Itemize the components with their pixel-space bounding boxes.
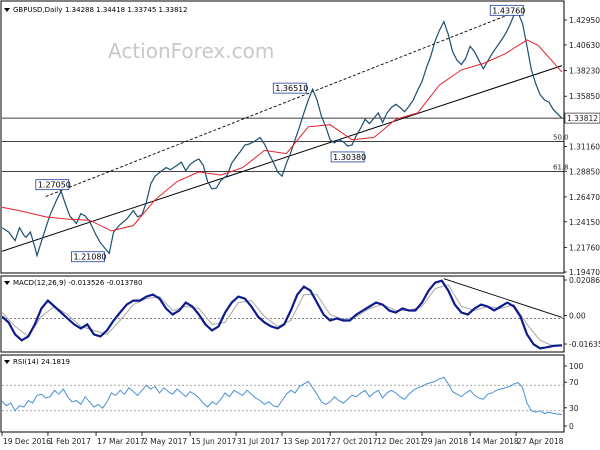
- price-callout-label: 1.27050: [38, 181, 71, 190]
- x-axis-label: 27 Oct 2017: [331, 437, 378, 446]
- price-axis-label: 1.35850: [569, 92, 600, 101]
- price-panel-frame: [0, 0, 565, 274]
- price-callout-box: [71, 251, 105, 263]
- x-axis-label: 29 Jan 2018: [423, 437, 468, 446]
- price-callout-label: 1.43760: [492, 6, 525, 15]
- chart-title: GBPUSD,Daily: [13, 6, 62, 14]
- price-callout-box: [35, 179, 70, 191]
- rsi-label: RSI(14) 24.1819: [13, 358, 70, 366]
- price-callout-label: 1.21080: [73, 253, 106, 262]
- x-axis-label: 14 Mar 2018: [471, 437, 519, 446]
- fib-level-label: 61.8: [553, 163, 569, 171]
- rsi-axis-label: 0: [569, 422, 574, 431]
- price-axis-label: 1.40630: [569, 41, 600, 50]
- chart-header: GBPUSD,Daily 1.34288 1.34418 1.33745 1.3…: [4, 6, 187, 14]
- current-price-marker: [564, 112, 600, 124]
- x-axis-label: 19 Dec 2016: [3, 437, 51, 446]
- rsi-line: [1, 376, 563, 416]
- x-axis-label: 12 Dec 2017: [377, 437, 425, 446]
- price-axis-label: 1.38230: [569, 67, 600, 76]
- price-axis-label: 1.31160: [569, 143, 600, 152]
- price-axis-label: 1.21760: [569, 243, 600, 252]
- price-axis-label: 1.24150: [569, 218, 600, 227]
- ohlc-values: 1.34288 1.34418 1.33745 1.33812: [65, 6, 187, 14]
- x-axis-label: 1 Feb 2017: [49, 437, 91, 446]
- x-axis-label: 17 Mar 2017: [97, 437, 145, 446]
- macd-trendline: [443, 278, 563, 318]
- rsi-axis-label: 70: [569, 378, 579, 387]
- price-layer: 50.0 61.8 1.27050 1.21080 1.36510 1.30380 1.43…: [2, 4, 600, 277]
- price-callout-label: 1.36510: [275, 84, 308, 93]
- x-axis-label: 15 Jun 2017: [191, 437, 236, 446]
- x-axis-label: 31 Jul 2017: [237, 437, 280, 446]
- macd-header: MACD(12,26,9) -0.013526 -0.013780: [4, 279, 142, 287]
- macd-axis-label: 0.00: [569, 311, 586, 320]
- macd-plot-area: [2, 278, 564, 350]
- macd-axis-label: -0.016357: [569, 340, 600, 349]
- macd-collapse-icon[interactable]: [4, 281, 10, 285]
- price-axis-label: 1.28850: [569, 167, 600, 176]
- x-axis-label: 2 May 2017: [143, 437, 187, 446]
- fib-level-label: 50.0: [553, 134, 569, 142]
- macd-axis-label: 0.020861: [569, 276, 600, 285]
- moving-average-line: [2, 39, 563, 232]
- watermark-text: ActionForex.com: [108, 39, 274, 63]
- price-axis-label: 1.42950: [569, 16, 600, 25]
- price-callout-box: [330, 151, 365, 163]
- current-price-label: 1.33812: [567, 114, 598, 123]
- x-axis-label: 27 Apr 2018: [517, 437, 564, 446]
- x-axis-label: 13 Sep 2017: [283, 437, 331, 446]
- price-callout-box: [489, 4, 524, 16]
- macd-panel-frame: [0, 275, 565, 353]
- price-axis-label: 1.19470: [569, 268, 600, 277]
- macd-label: MACD(12,26,9) -0.013526 -0.013780: [13, 279, 142, 287]
- macd-layer: 0.020861 0.00 -0.016357: [2, 276, 600, 350]
- macd-line: [2, 279, 563, 350]
- rsi-collapse-icon[interactable]: [4, 360, 10, 364]
- rsi-header: RSI(14) 24.1819: [4, 358, 70, 366]
- collapse-triangle-icon[interactable]: [4, 8, 10, 12]
- rsi-axis-label: 100: [569, 362, 584, 371]
- price-plot-area: [2, 10, 564, 258]
- rsi-layer: 100 70 30 0: [1, 362, 584, 431]
- rsi-panel-frame: [0, 354, 565, 433]
- price-callout-label: 1.30380: [333, 153, 366, 162]
- price-axis-label: 1.26470: [569, 193, 600, 202]
- channel-lower-trendline: [2, 65, 563, 252]
- rsi-axis-label: 30: [569, 404, 579, 413]
- price-callout-box: [272, 82, 307, 94]
